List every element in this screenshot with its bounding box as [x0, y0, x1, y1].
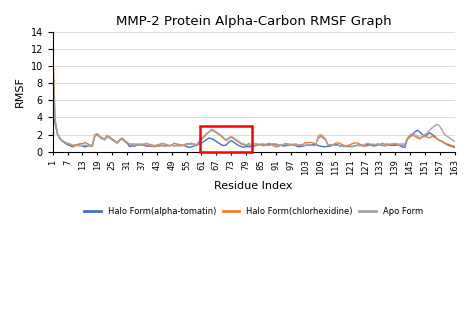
Legend: Halo Form(alpha-tomatin), Halo Form(chlorhexidine), Apo Form: Halo Form(alpha-tomatin), Halo Form(chlo… — [81, 204, 426, 219]
Halo Form(chlorhexidine) — [424, 135, 430, 139]
Halo Form(alpha-tomatin) — [424, 133, 430, 137]
Line: Halo Form(alpha-tomatin): Halo Form(alpha-tomatin) — [53, 109, 455, 147]
Halo Form(alpha-tomatin) — [365, 142, 371, 146]
Halo Form(chlorhexidine) — [449, 144, 455, 148]
Apo Form — [452, 140, 457, 143]
Apo Form — [424, 131, 430, 135]
Apo Form — [345, 144, 351, 148]
Halo Form(chlorhexidine) — [367, 143, 373, 147]
Apo Form — [367, 142, 373, 146]
Apo Form — [343, 144, 348, 148]
Y-axis label: RMSF: RMSF — [15, 76, 25, 107]
Halo Form(chlorhexidine) — [452, 144, 457, 148]
Bar — [200, 126, 252, 152]
Halo Form(alpha-tomatin) — [452, 145, 457, 149]
Halo Form(alpha-tomatin) — [449, 144, 455, 148]
Halo Form(chlorhexidine) — [397, 144, 403, 148]
Apo Form — [449, 138, 455, 141]
Title: MMP-2 Protein Alpha-Carbon RMSF Graph: MMP-2 Protein Alpha-Carbon RMSF Graph — [116, 15, 392, 28]
X-axis label: Residue Index: Residue Index — [214, 181, 293, 191]
Halo Form(alpha-tomatin) — [343, 144, 348, 148]
Line: Apo Form: Apo Form — [53, 55, 455, 146]
Halo Form(alpha-tomatin) — [50, 107, 55, 111]
Halo Form(chlorhexidine) — [50, 45, 55, 49]
Apo Form — [50, 53, 55, 57]
Halo Form(chlorhexidine) — [345, 143, 351, 147]
Halo Form(chlorhexidine) — [164, 144, 170, 148]
Line: Halo Form(chlorhexidine): Halo Form(chlorhexidine) — [53, 47, 455, 147]
Halo Form(alpha-tomatin) — [402, 145, 408, 149]
Apo Form — [397, 142, 403, 146]
Apo Form — [162, 142, 167, 146]
Halo Form(alpha-tomatin) — [394, 143, 400, 147]
Halo Form(alpha-tomatin) — [162, 143, 167, 147]
Halo Form(chlorhexidine) — [152, 145, 157, 149]
